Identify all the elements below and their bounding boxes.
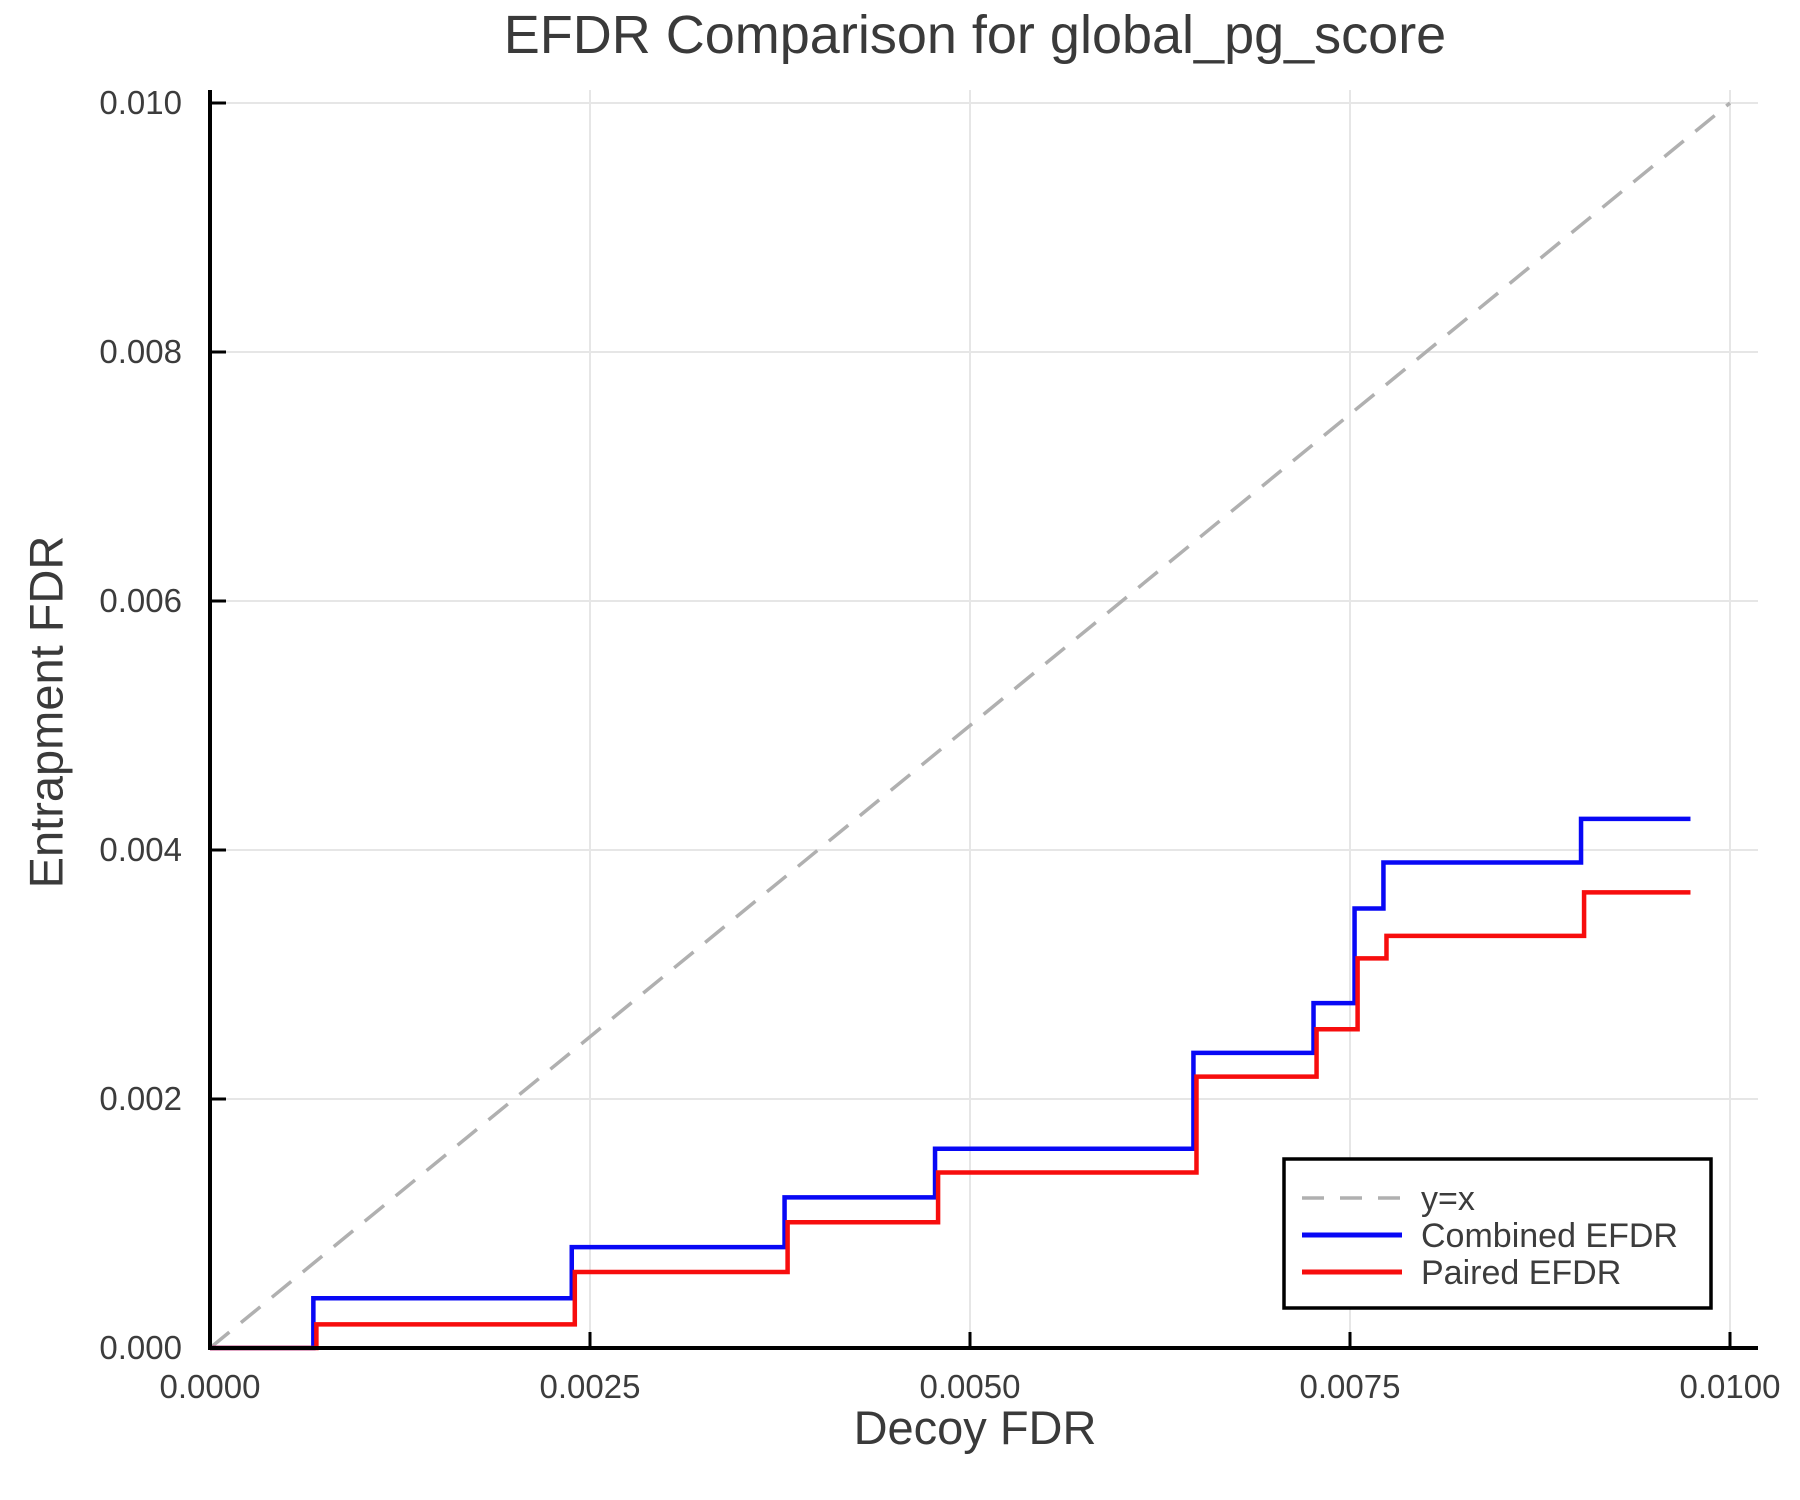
combined-efdr-line <box>210 816 1691 1351</box>
chart-title: EFDR Comparison for global_pg_score <box>503 5 1447 65</box>
x-axis-label: Decoy FDR <box>853 1401 1097 1454</box>
x-tick-label: 0.0100 <box>1680 1368 1781 1405</box>
y-tick-label: 0.008 <box>99 333 182 370</box>
paired-efdr-line <box>210 890 1691 1351</box>
y-axis-label: Entrapment FDR <box>19 535 73 889</box>
x-tick-label: 0.0050 <box>920 1368 1021 1405</box>
y-tick-label: 0.010 <box>99 84 182 121</box>
y-tick-label: 0.000 <box>99 1329 182 1366</box>
x-tick-label: 0.0025 <box>540 1368 641 1405</box>
y-tick-label: 0.002 <box>99 1080 182 1117</box>
y-x-line <box>208 101 1732 1350</box>
y-tick-label: 0.004 <box>99 831 182 868</box>
legend-label-y-x: y=x <box>1421 1180 1475 1218</box>
x-tick-label: 0.0075 <box>1300 1368 1401 1405</box>
x-tick-label: 0.0000 <box>160 1368 261 1405</box>
legend-label-combined-efdr: Combined EFDR <box>1421 1217 1678 1255</box>
legend-label-paired-efdr: Paired EFDR <box>1421 1254 1621 1292</box>
y-tick-label: 0.006 <box>99 582 182 619</box>
